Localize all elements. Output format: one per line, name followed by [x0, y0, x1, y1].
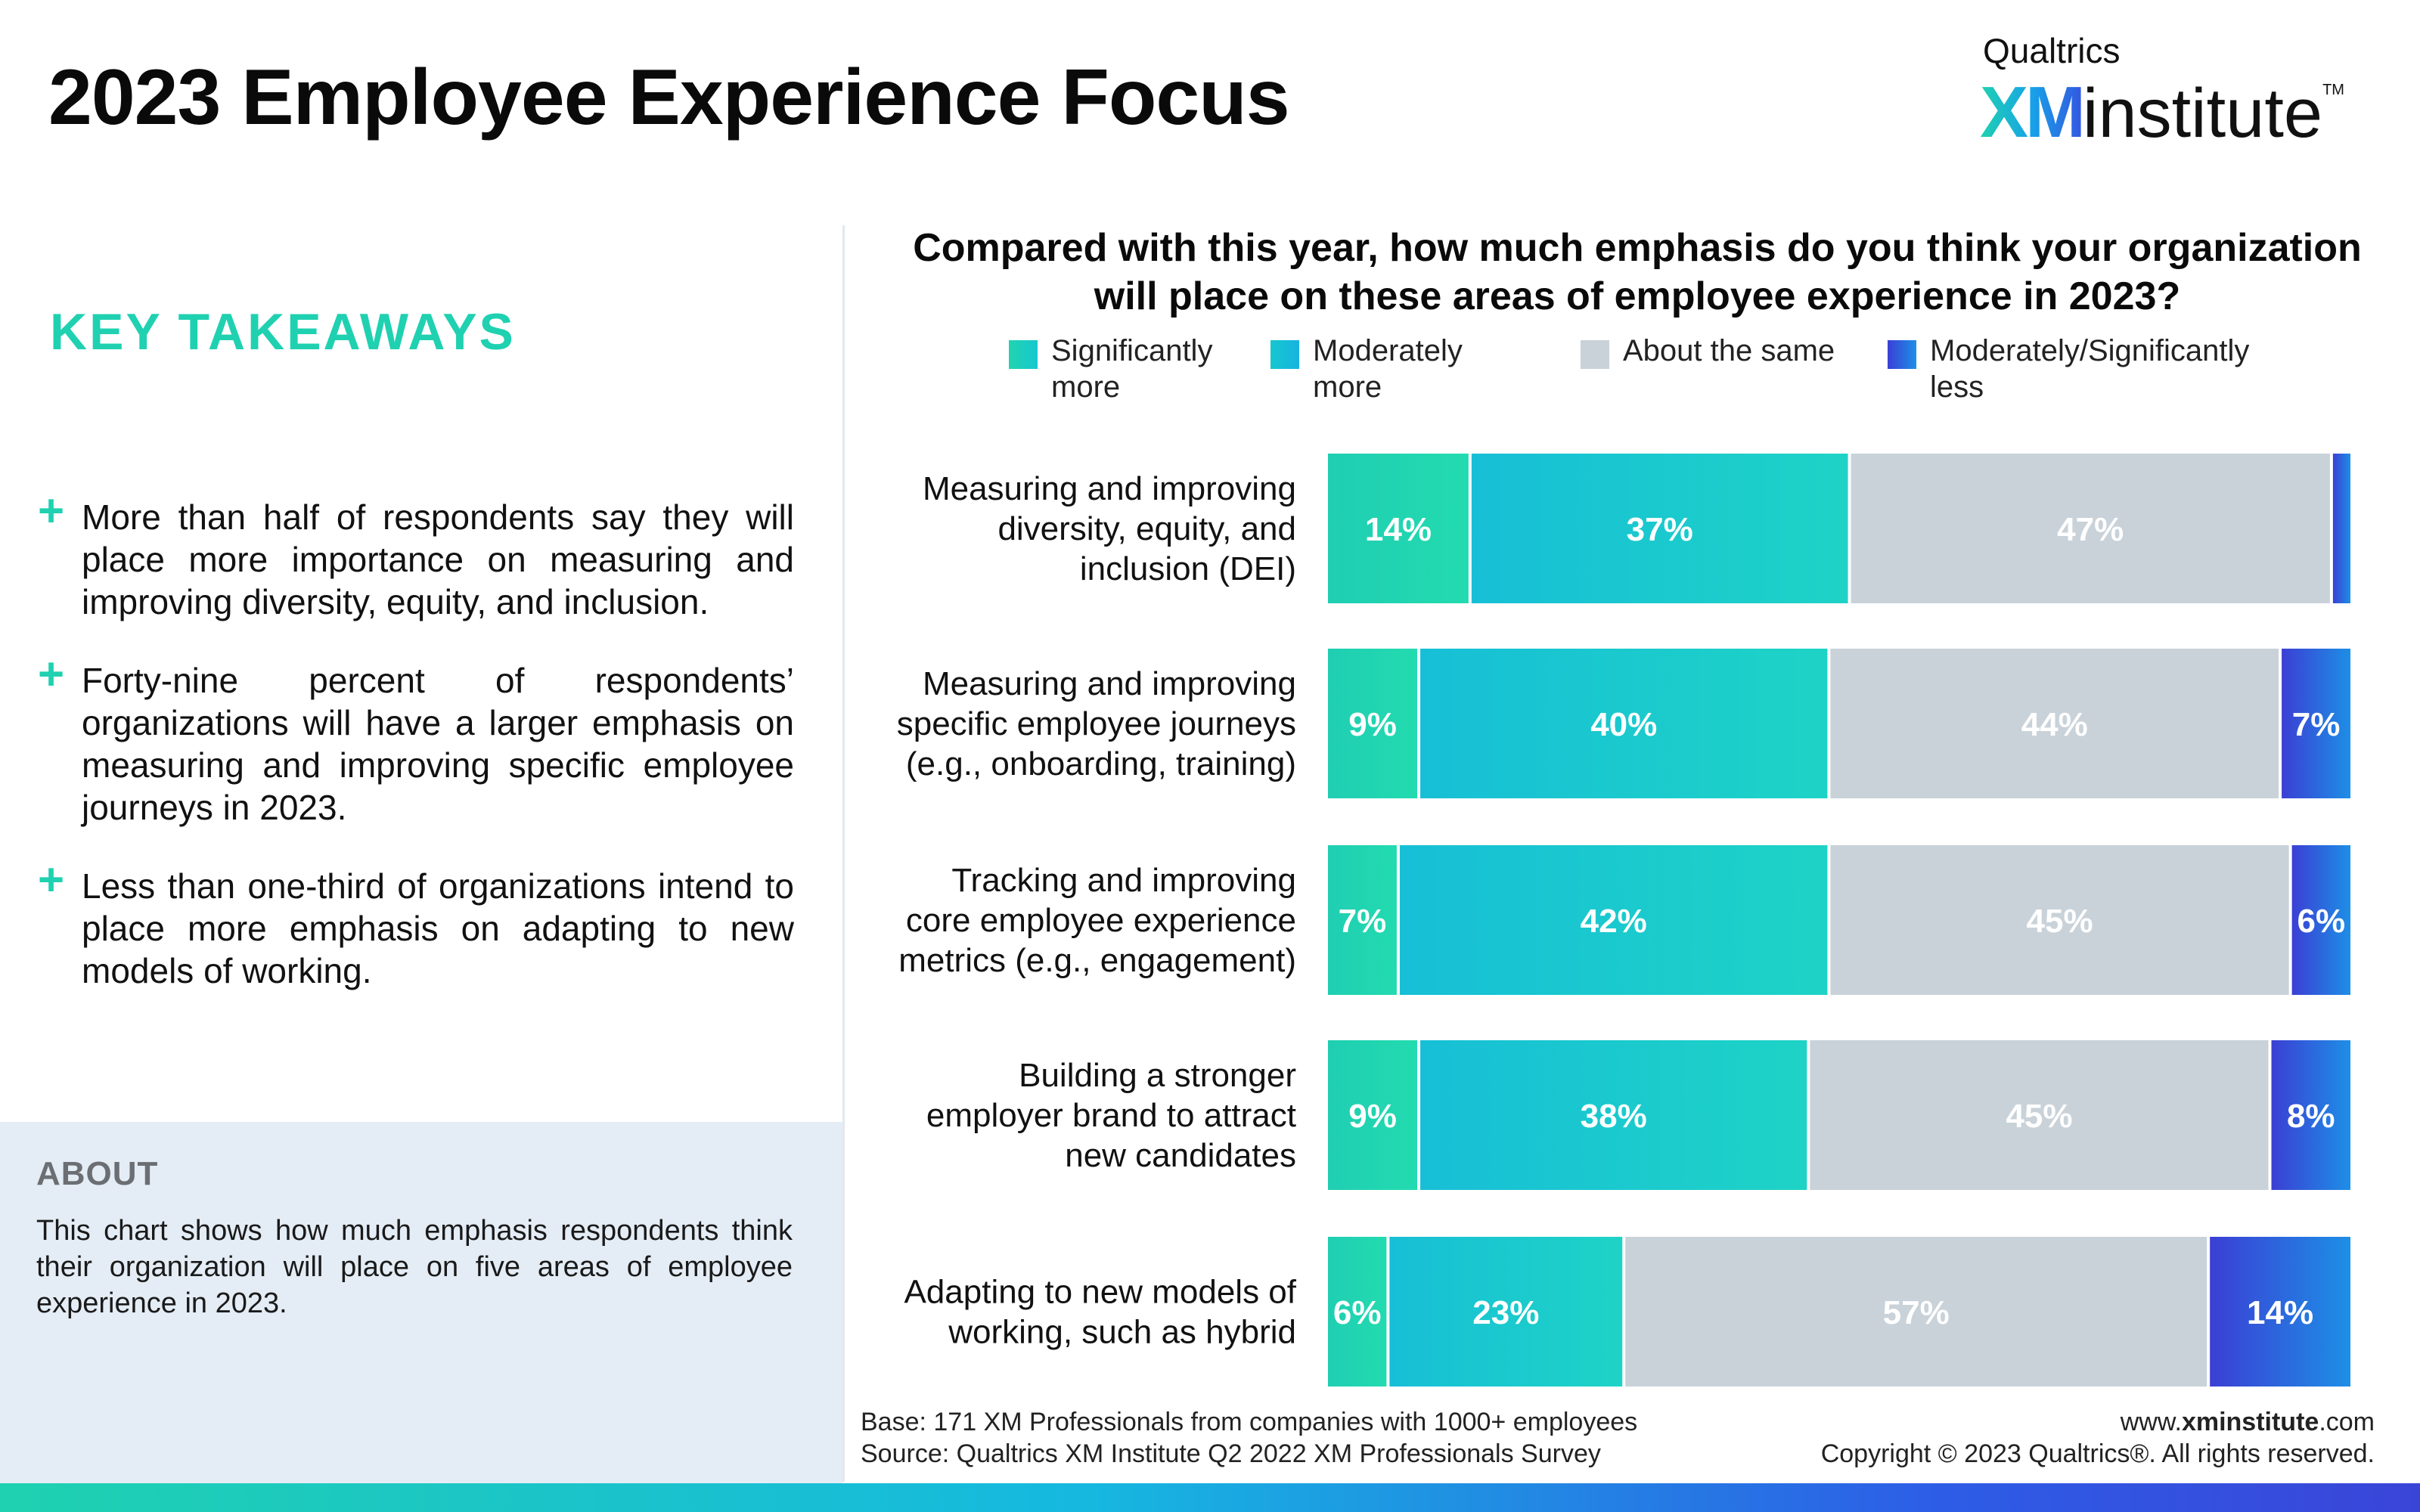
bar-value-label: 23%: [1472, 1294, 1539, 1331]
url-prefix: www.: [2121, 1408, 2182, 1436]
bar-value-label: 7%: [1339, 903, 1387, 940]
bottom-gradient-bar: [0, 1483, 2420, 1512]
bar-value-label: 9%: [1348, 1098, 1397, 1135]
base-note: Base: 171 XM Professionals from companie…: [861, 1406, 1637, 1438]
bar-value-label: 57%: [1883, 1294, 1950, 1331]
stacked-bar-chart: 14% 37% 47% Measuring and improving diversit…: [0, 0, 2420, 1512]
bar-value-label: 6%: [1333, 1294, 1382, 1331]
credits: www.xminstitute.com Copyright © 2023 Qua…: [1821, 1406, 2375, 1470]
bar-value-label: 40%: [1590, 706, 1657, 743]
bar-value-label: 37%: [1627, 511, 1693, 548]
url-domain: xminstitute: [2182, 1408, 2319, 1436]
bar-value-label: 47%: [2057, 511, 2124, 548]
bar-value-label: 42%: [1581, 903, 1647, 940]
bar-value-label: 14%: [2247, 1294, 2313, 1331]
url-suffix: .com: [2319, 1408, 2375, 1436]
bar-value-label: 38%: [1581, 1098, 1647, 1135]
bar-value-label: 8%: [2287, 1098, 2335, 1135]
category-label: Adapting to new models of working, such a…: [904, 1274, 1296, 1351]
copyright: Copyright © 2023 Qualtrics®. All rights …: [1821, 1438, 2375, 1470]
bar-value-label: 9%: [1348, 706, 1397, 743]
category-label: Measuring and improving specific employee…: [897, 665, 1296, 782]
bar-value-label: 14%: [1365, 511, 1432, 548]
source-note: Source: Qualtrics XM Institute Q2 2022 X…: [861, 1438, 1637, 1470]
bar-value-label: 6%: [2297, 903, 2346, 940]
bar-value-label: 44%: [2021, 706, 2088, 743]
bar-value-label: 45%: [2027, 903, 2093, 940]
category-label: Tracking and improving core employee expe…: [898, 862, 1296, 979]
category-label: Measuring and improving diversity, equity…: [923, 470, 1296, 587]
chart-footnote: Base: 171 XM Professionals from companie…: [861, 1406, 1637, 1470]
bar-segment: [2333, 454, 2350, 603]
bar-value-label: 7%: [2292, 706, 2341, 743]
website-link[interactable]: www.xminstitute.com: [1821, 1406, 2375, 1438]
bar-value-label: 45%: [2006, 1098, 2072, 1135]
category-label: Building a stronger employer brand to att…: [926, 1057, 1296, 1174]
